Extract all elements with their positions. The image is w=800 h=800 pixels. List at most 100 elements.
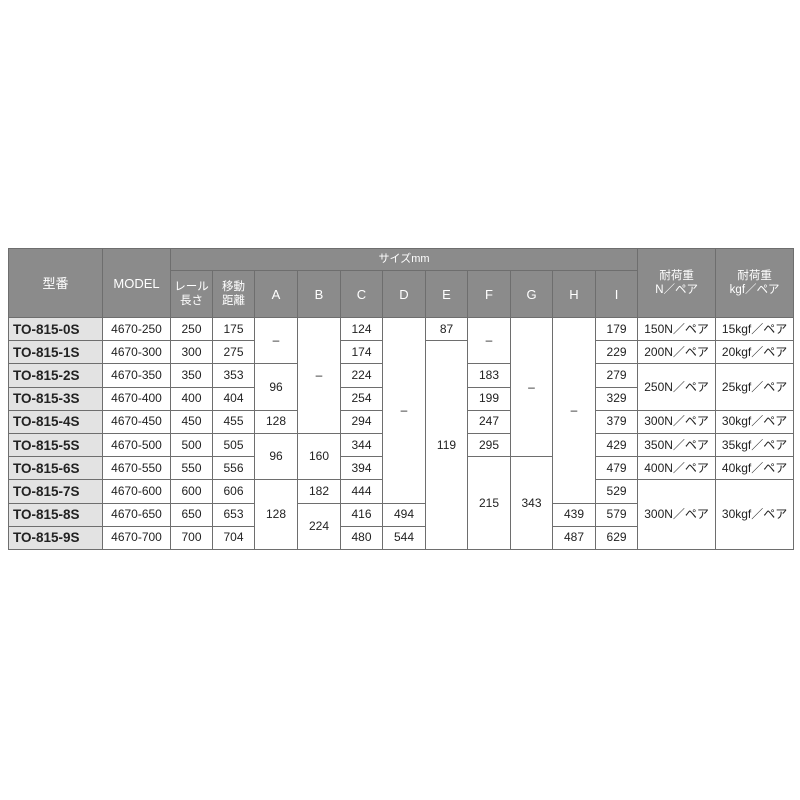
cell-i: 329 xyxy=(594,386,639,411)
cell-d: 544 xyxy=(382,525,426,550)
rail-length-cell: 550 xyxy=(170,456,213,481)
cell-c: 124 xyxy=(340,316,383,342)
cell-f: 295 xyxy=(467,432,511,458)
rail-length-cell: 300 xyxy=(170,340,213,365)
rail-length-cell: 350 xyxy=(170,363,213,388)
cell-i: 479 xyxy=(594,456,639,481)
table-row: TO-815-5S 4670-500 500 505 96 160 344 295 429 350… xyxy=(8,432,795,481)
cell-load-kgf: 35kgf／ペア xyxy=(715,432,795,458)
cell-c: 224 xyxy=(340,363,383,388)
cell-c: 254 xyxy=(340,386,383,411)
type-cell: TO-815-5S xyxy=(8,432,103,458)
cell-c: 174 xyxy=(340,340,383,365)
spec-table: 型番 MODEL サイズmm 耐荷重 N／ペア 耐荷重 kgf／ペア レール 長さ 移… xyxy=(8,248,795,550)
travel-cell: 275 xyxy=(212,340,255,365)
cell-i: 429 xyxy=(594,432,639,458)
cell-f: 215 xyxy=(467,456,511,550)
model-cell: 4670-400 xyxy=(102,386,171,411)
cell-c: 294 xyxy=(340,409,383,434)
cell-load-kgf: 15kgf／ペア xyxy=(715,316,795,342)
table-row: TO-815-1S 4670-300 300 275 174 119 229 200N／ペア 2… xyxy=(8,340,795,550)
type-cell: TO-815-7S xyxy=(8,479,103,504)
table-row: TO-815-7S 4670-600 600 606 128 182 444 529 300N／… xyxy=(8,479,795,550)
cell-h: – xyxy=(552,317,596,504)
header-load-n-line2: N／ペア xyxy=(655,284,698,296)
cell-a: 96 xyxy=(254,363,298,411)
header-load-kgf: 耐荷重 kgf／ペア xyxy=(715,248,795,318)
cell-b: 160 xyxy=(297,432,341,481)
cell-load-n: 300N／ペア xyxy=(637,479,717,550)
cell-i: 529 xyxy=(594,479,639,504)
model-cell: 4670-250 xyxy=(102,316,171,342)
header-col-h: H xyxy=(552,270,596,318)
cell-i: 229 xyxy=(594,340,639,365)
cell-a: 128 xyxy=(254,409,298,434)
table-row: TO-815-9S 4670-700 700 704 480 544 487 629 xyxy=(8,525,794,550)
type-cell: TO-815-8S xyxy=(8,502,103,527)
travel-cell: 505 xyxy=(212,432,255,458)
cell-load-n: 250N／ペア xyxy=(637,363,717,411)
cell-load-n: 300N／ペア xyxy=(637,409,717,434)
header-col-a: A xyxy=(254,270,298,318)
rail-length-cell: 450 xyxy=(170,409,213,434)
header-travel: 移動 距離 xyxy=(212,270,255,318)
cell-d: – xyxy=(382,317,426,504)
travel-cell: 353 xyxy=(212,363,255,388)
travel-cell: 175 xyxy=(212,316,255,342)
table-row: TO-815-0S 4670-250 250 175– –124–87– – –179 150… xyxy=(8,316,795,504)
type-cell: TO-815-6S xyxy=(8,456,103,481)
cell-i: 179 xyxy=(594,316,639,342)
cell-load-n: 200N／ペア xyxy=(637,340,717,365)
travel-cell: 404 xyxy=(212,386,255,411)
header-load-kgf-line2: kgf／ペア xyxy=(729,284,780,296)
cell-e: 119 xyxy=(425,340,468,550)
header-col-i: I xyxy=(594,270,639,318)
header-type: 型番 xyxy=(8,248,103,318)
cell-c: 344 xyxy=(340,432,383,458)
cell-load-kgf: 25kgf／ペア xyxy=(715,363,795,411)
cell-b: 224 xyxy=(297,502,341,550)
header-rail-line1: レール xyxy=(174,281,209,293)
header-size-group: サイズmm xyxy=(169,248,639,271)
cell-a: 96 xyxy=(254,432,298,481)
header-col-b: B xyxy=(297,270,341,318)
cell-h: 487 xyxy=(552,525,596,550)
type-cell: TO-815-3S xyxy=(8,386,103,411)
type-cell: TO-815-4S xyxy=(8,409,103,434)
header-col-g: G xyxy=(510,270,553,318)
cell-a: 128 xyxy=(254,479,298,550)
header-travel-line2: 距離 xyxy=(222,295,245,307)
type-cell: TO-815-9S xyxy=(8,525,103,550)
cell-load-kgf: 40kgf／ペア xyxy=(715,456,795,481)
rail-length-cell: 250 xyxy=(170,316,213,342)
rail-length-cell: 700 xyxy=(170,525,213,550)
header-col-f: F xyxy=(467,270,511,318)
cell-i: 579 xyxy=(594,502,639,527)
header-travel-line1: 移動 xyxy=(222,281,245,293)
cell-e: 87 xyxy=(425,316,468,342)
header-rail-length: レール 長さ xyxy=(170,270,213,318)
cell-c: 444 xyxy=(340,479,383,504)
model-cell: 4670-500 xyxy=(102,432,171,458)
cell-f: 199 xyxy=(467,386,511,411)
table-row: TO-815-2S 4670-350 350 353 96 224 183 279 250N／ペ… xyxy=(8,363,795,411)
rail-length-cell: 600 xyxy=(170,479,213,504)
travel-cell: 653 xyxy=(212,502,255,527)
rail-length-cell: 400 xyxy=(170,386,213,411)
travel-cell: 455 xyxy=(212,409,255,434)
cell-i: 379 xyxy=(594,409,639,434)
cell-b: 182 xyxy=(297,479,341,504)
table-row: TO-815-3S 4670-400 400 404 254 199 329 xyxy=(8,386,794,411)
cell-d: 494 xyxy=(382,502,426,527)
header-col-c: C xyxy=(340,270,383,318)
type-cell: TO-815-1S xyxy=(8,340,103,365)
cell-load-kgf: 20kgf／ペア xyxy=(715,340,795,365)
cell-h: 439 xyxy=(552,502,596,527)
model-cell: 4670-450 xyxy=(102,409,171,434)
type-cell: TO-815-2S xyxy=(8,363,103,388)
model-cell: 4670-550 xyxy=(102,456,171,481)
cell-c: 416 xyxy=(340,502,383,527)
model-cell: 4670-600 xyxy=(102,479,171,504)
header-load-n-line1: 耐荷重 xyxy=(659,270,694,282)
cell-c: 394 xyxy=(340,456,383,481)
